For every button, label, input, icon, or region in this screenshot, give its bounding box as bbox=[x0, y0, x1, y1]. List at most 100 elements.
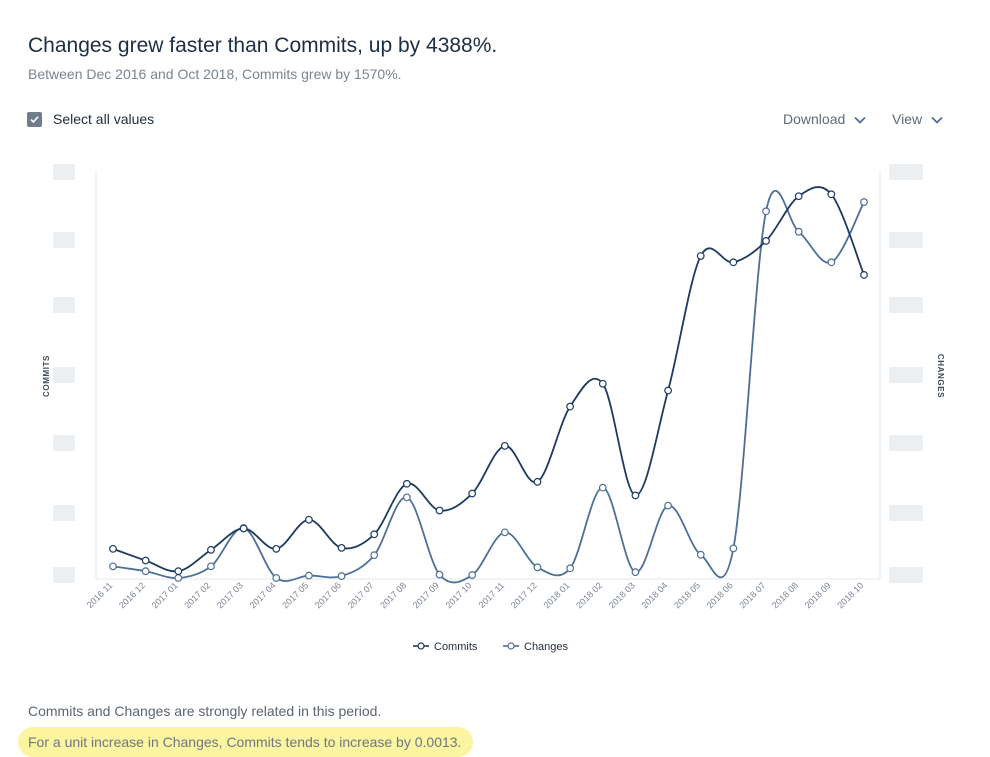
view-label: View bbox=[892, 111, 923, 127]
x-tick-label: 2017 11 bbox=[477, 580, 507, 610]
changes-data-point bbox=[664, 501, 672, 510]
changes-series-line bbox=[112, 190, 865, 584]
changes-data-point bbox=[598, 483, 607, 492]
left-tick-blurred bbox=[53, 435, 75, 451]
right-tick-blurred bbox=[889, 567, 923, 583]
x-tick-label: 2018 01 bbox=[541, 580, 571, 610]
x-tick-label: 2018 07 bbox=[737, 580, 767, 610]
commits-data-point bbox=[827, 190, 836, 199]
x-tick-label: 2017 02 bbox=[182, 580, 212, 610]
changes-data-point bbox=[207, 562, 215, 571]
commits-data-point bbox=[337, 543, 346, 552]
changes-legend-label: Changes bbox=[524, 641, 569, 653]
x-tick-label: 2018 02 bbox=[574, 580, 604, 610]
commits-data-point bbox=[468, 489, 477, 498]
changes-data-point bbox=[272, 574, 281, 582]
changes-data-point bbox=[794, 227, 803, 236]
commits-data-point bbox=[174, 567, 183, 576]
x-tick-label: 2016 11 bbox=[85, 580, 115, 610]
x-tick-label: 2017 12 bbox=[509, 580, 539, 610]
right-tick-blurred bbox=[889, 232, 923, 248]
x-tick-label: 2017 04 bbox=[248, 580, 278, 610]
right-axis-title: CHANGES bbox=[936, 354, 945, 398]
commits-data-point bbox=[696, 252, 705, 260]
changes-data-point bbox=[305, 571, 313, 580]
relation-summary: Commits and Changes are strongly related… bbox=[28, 703, 382, 719]
select-all-label: Select all values bbox=[53, 111, 155, 127]
x-tick-label: 2017 08 bbox=[378, 580, 408, 610]
x-tick-label: 2018 04 bbox=[639, 580, 669, 610]
commits-data-point bbox=[598, 379, 607, 388]
changes-data-point bbox=[141, 567, 150, 576]
commits-legend-marker bbox=[417, 642, 425, 650]
commits-data-point bbox=[729, 258, 738, 267]
x-tick-label: 2017 09 bbox=[411, 580, 441, 610]
right-tick-blurred bbox=[889, 164, 923, 180]
changes-data-point bbox=[402, 493, 411, 502]
changes-data-point bbox=[860, 198, 868, 206]
changes-data-point bbox=[435, 570, 444, 579]
x-tick-label: 2018 03 bbox=[607, 580, 637, 610]
changes-legend-marker bbox=[507, 642, 515, 650]
chevron-down-icon bbox=[931, 111, 943, 127]
x-tick-label: 2018 09 bbox=[803, 580, 833, 610]
changes-data-point bbox=[174, 574, 183, 582]
commits-data-point bbox=[370, 530, 379, 539]
changes-data-point bbox=[729, 544, 738, 553]
checkbox-checked-icon[interactable] bbox=[27, 111, 42, 127]
x-tick-label: 2017 06 bbox=[313, 580, 343, 610]
x-tick-label: 2017 07 bbox=[346, 580, 376, 610]
right-tick-blurred bbox=[889, 435, 923, 451]
commits-data-point bbox=[664, 386, 672, 395]
right-tick-blurred bbox=[889, 297, 923, 313]
changes-data-point bbox=[500, 528, 509, 537]
commits-data-point bbox=[533, 477, 542, 486]
left-tick-blurred bbox=[53, 232, 75, 248]
left-tick-blurred bbox=[53, 567, 75, 583]
x-tick-label: 2018 06 bbox=[705, 580, 735, 610]
x-tick-label: 2017 10 bbox=[444, 580, 474, 610]
left-tick-blurred bbox=[53, 367, 75, 383]
x-tick-label: 2017 03 bbox=[215, 580, 245, 610]
commits-data-point bbox=[239, 524, 248, 533]
commits-data-point bbox=[631, 491, 640, 500]
changes-data-point bbox=[696, 550, 705, 559]
changes-data-point bbox=[762, 207, 770, 216]
changes-data-point bbox=[533, 563, 542, 572]
left-axis-ticks-obscured bbox=[53, 164, 75, 583]
changes-data-point bbox=[631, 568, 640, 577]
changes-data-point bbox=[468, 571, 477, 579]
commits-series-line bbox=[112, 186, 865, 573]
left-axis-title: COMMITS bbox=[42, 355, 51, 397]
commits-data-point bbox=[402, 479, 411, 488]
x-tick-label: 2017 05 bbox=[280, 580, 310, 610]
chart-legend: Commits Changes bbox=[413, 641, 569, 653]
changes-data-point bbox=[370, 551, 379, 560]
download-label: Download bbox=[783, 111, 846, 127]
page-title: Changes grew faster than Commits, up by … bbox=[28, 34, 498, 57]
changes-data-point bbox=[566, 564, 575, 573]
right-tick-blurred bbox=[889, 367, 923, 383]
left-tick-blurred bbox=[53, 505, 75, 521]
commits-data-point bbox=[109, 544, 117, 553]
x-tick-label: 2018 10 bbox=[835, 580, 865, 610]
commits-changes-line-chart: COMMITS CHANGES 2016 11 2016 12 2017 01 201… bbox=[42, 164, 945, 653]
x-tick-label: 2017 01 bbox=[150, 580, 180, 610]
right-axis-ticks-obscured bbox=[889, 164, 923, 583]
view-dropdown[interactable]: View bbox=[892, 111, 943, 127]
select-all-toggle[interactable]: Select all values bbox=[27, 111, 154, 127]
commits-data-point bbox=[794, 192, 803, 201]
changes-data-point bbox=[337, 572, 346, 580]
left-tick-blurred bbox=[53, 164, 75, 180]
left-tick-blurred bbox=[53, 297, 75, 313]
commits-data-point bbox=[566, 402, 575, 411]
page-subtitle: Between Dec 2016 and Oct 2018, Commits g… bbox=[28, 66, 402, 82]
regression-summary-highlighted: For a unit increase in Changes, Commits … bbox=[18, 727, 474, 757]
commits-data-point bbox=[305, 515, 313, 524]
download-dropdown[interactable]: Download bbox=[783, 111, 866, 127]
changes-data-point bbox=[109, 562, 117, 571]
commits-data-point bbox=[435, 506, 444, 515]
right-tick-blurred bbox=[889, 505, 923, 521]
commits-data-point bbox=[860, 271, 868, 279]
chevron-down-icon bbox=[854, 111, 866, 127]
